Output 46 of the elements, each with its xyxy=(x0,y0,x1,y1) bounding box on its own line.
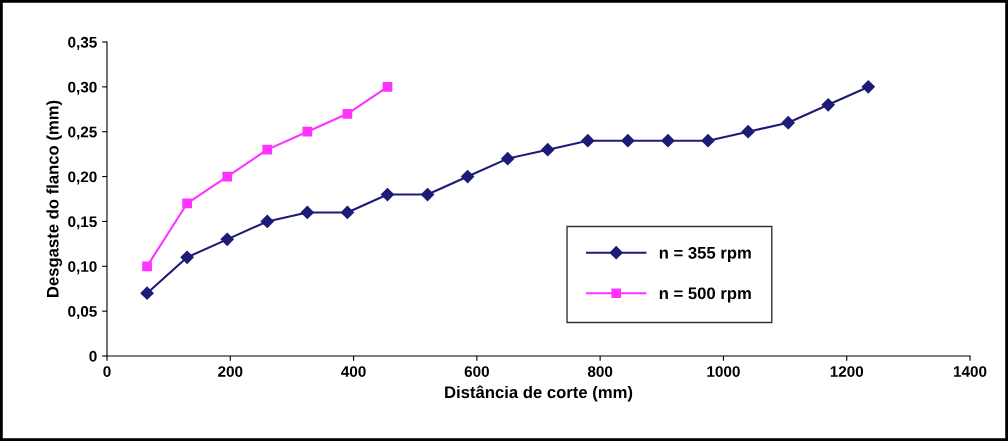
legend-label: n = 500 rpm xyxy=(659,287,751,303)
point xyxy=(260,214,274,229)
y-tick-label: 0,10 xyxy=(68,261,97,275)
point xyxy=(222,171,233,182)
point xyxy=(300,205,314,220)
x-tick-label: 0 xyxy=(103,366,111,377)
x-tick-label: 200 xyxy=(218,366,243,377)
legend-label: n = 355 rpm xyxy=(659,246,751,263)
x-tick-label: 1200 xyxy=(830,366,864,377)
y-tick-label: 0,05 xyxy=(68,306,97,320)
y-axis-title: Desgaste do flanco (mm) xyxy=(46,100,62,297)
point xyxy=(661,134,675,148)
point xyxy=(140,286,154,300)
y-tick-label: 0,35 xyxy=(68,36,97,50)
point xyxy=(180,250,194,264)
point xyxy=(262,144,273,155)
point xyxy=(501,152,515,166)
x-tick-label: 1400 xyxy=(953,366,987,377)
x-tick-label: 1000 xyxy=(707,366,740,377)
y-tick-label: 0,20 xyxy=(68,171,97,185)
point xyxy=(182,198,192,209)
point xyxy=(220,232,234,246)
point xyxy=(420,187,435,202)
x-tick-label: 600 xyxy=(464,366,489,377)
point xyxy=(621,134,635,148)
point xyxy=(741,125,755,139)
y-tick-label: 0,15 xyxy=(68,216,97,230)
x-tick-label: 800 xyxy=(587,366,613,377)
y-tick-label: 0,25 xyxy=(68,126,97,140)
point xyxy=(581,134,595,148)
y-tick-label: 0 xyxy=(89,350,97,362)
y-tick-label: 0,30 xyxy=(68,81,97,95)
point xyxy=(541,143,555,157)
point xyxy=(342,108,353,119)
point xyxy=(861,80,875,94)
x-tick-label: 400 xyxy=(341,366,366,377)
point xyxy=(461,169,475,184)
point xyxy=(781,116,795,130)
point xyxy=(302,126,313,137)
point xyxy=(701,134,715,148)
point xyxy=(142,261,152,272)
point xyxy=(382,81,393,92)
point xyxy=(821,98,835,112)
point xyxy=(340,205,354,220)
point xyxy=(380,187,395,202)
x-axis-title: Distância de corte (mm) xyxy=(445,385,633,402)
